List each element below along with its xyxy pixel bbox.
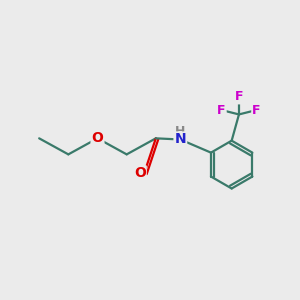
Text: F: F bbox=[217, 103, 226, 116]
Text: F: F bbox=[252, 103, 261, 116]
Text: O: O bbox=[92, 131, 104, 145]
Text: H: H bbox=[175, 125, 185, 138]
Text: O: O bbox=[134, 166, 146, 180]
Text: F: F bbox=[235, 90, 243, 104]
Text: N: N bbox=[175, 133, 186, 146]
